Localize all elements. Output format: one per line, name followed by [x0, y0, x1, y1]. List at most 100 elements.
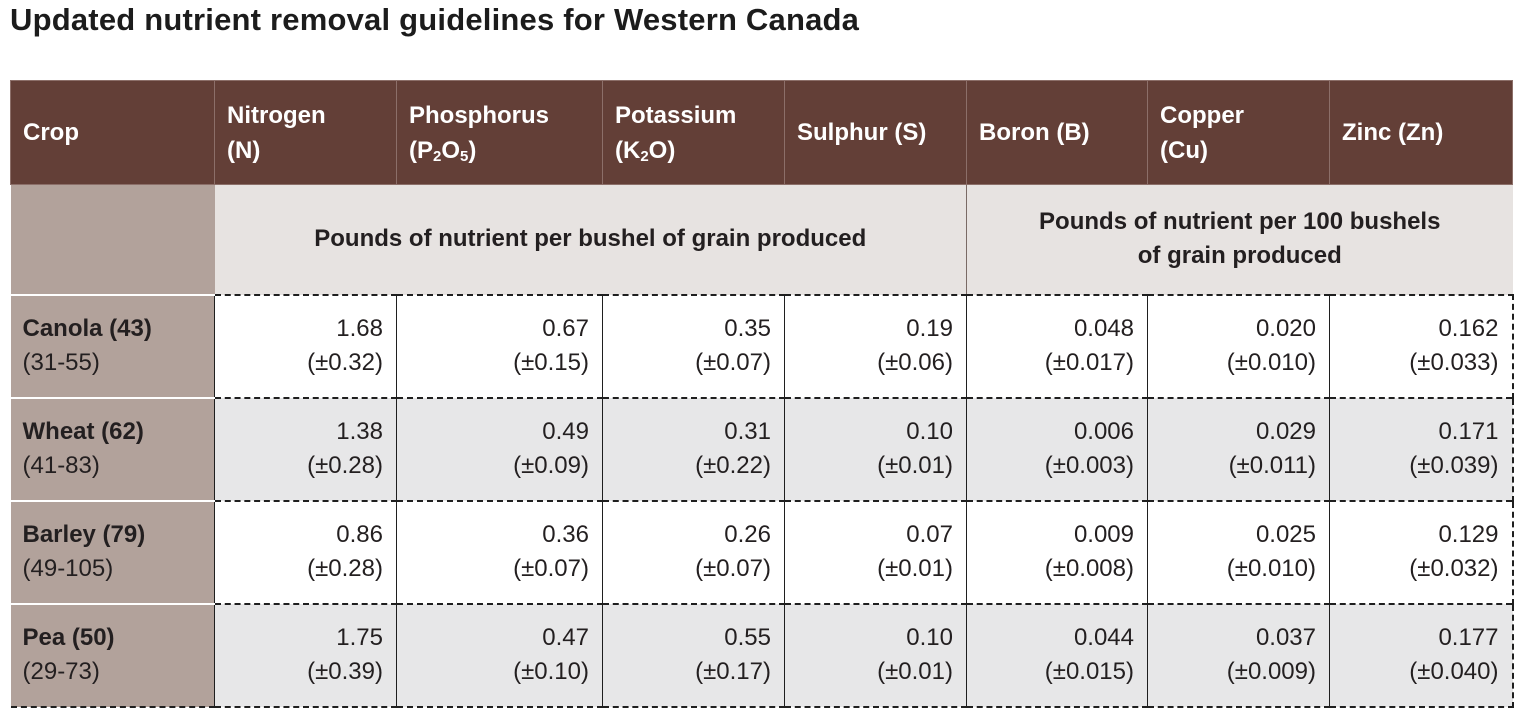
nutrient-error: (±0.22) — [695, 452, 771, 479]
nutrient-error: (±0.28) — [307, 452, 383, 479]
crop-yield-range: (41-83) — [22, 452, 100, 479]
header-nitrogen-line1: Nitrogen — [227, 101, 326, 129]
nutrient-value-cell: 0.037 (±0.009) — [1147, 602, 1330, 708]
nutrient-value-cell: 0.171 (±0.039) — [1329, 396, 1514, 501]
units-per-100-bushels: Pounds of nutrient per 100 bushels of gr… — [966, 184, 1513, 295]
nutrient-value-cell: 0.10 (±0.01) — [784, 602, 967, 708]
nutrient-value: 0.009 — [1073, 521, 1134, 548]
nutrient-error: (±0.033) — [1409, 349, 1499, 376]
nutrient-value-cell: 1.68 (±0.32) — [214, 293, 397, 398]
nutrient-error: (±0.010) — [1226, 555, 1316, 582]
table-row: Canola (43) (31-55) 1.68 (±0.32) 0.67 (±0.15)… — [10, 293, 1514, 398]
table-row: Barley (79) (49-105) 0.86 (±0.28) 0.36 (±0.07… — [10, 499, 1514, 604]
nutrient-value-cell: 0.67 (±0.15) — [396, 293, 603, 398]
nutrient-error: (±0.32) — [307, 349, 383, 376]
nutrient-error: (±0.01) — [877, 452, 953, 479]
nutrient-value: 0.171 — [1438, 418, 1499, 445]
nutrient-value: 0.67 — [542, 315, 589, 342]
nutrient-value-cell: 0.009 (±0.008) — [966, 499, 1148, 604]
header-boron: Boron (B) — [966, 80, 1148, 185]
crop-cell: Pea (50) (29-73) — [10, 602, 215, 708]
nutrient-value: 0.49 — [542, 418, 589, 445]
nutrient-error: (±0.011) — [1228, 452, 1316, 479]
crop-cell: Barley (79) (49-105) — [10, 499, 215, 604]
nutrient-value: 0.36 — [542, 521, 589, 548]
nutrient-error: (±0.040) — [1409, 658, 1499, 685]
header-copper-line2: (Cu) — [1160, 136, 1208, 164]
nutrient-error: (±0.003) — [1044, 452, 1134, 479]
nutrient-value-cell: 0.020 (±0.010) — [1147, 293, 1330, 398]
nutrient-removal-table: Crop Nitrogen (N) Phosphorus (P2O5) Pota… — [10, 80, 1514, 708]
crop-cell: Wheat (62) (41-83) — [10, 396, 215, 501]
nutrient-value-cell: 0.029 (±0.011) — [1147, 396, 1330, 501]
header-potassium-formula: (K2O) — [615, 136, 676, 165]
nutrient-value-cell: 0.49 (±0.09) — [396, 396, 603, 501]
nutrient-value: 0.10 — [906, 624, 953, 651]
nutrient-value: 0.26 — [724, 521, 771, 548]
crop-yield-range: (49-105) — [22, 555, 114, 582]
nutrient-value-cell: 0.86 (±0.28) — [214, 499, 397, 604]
header-phosphorus-line1: Phosphorus — [409, 101, 550, 129]
nutrient-value: 1.68 — [336, 315, 383, 342]
header-crop: Crop — [10, 80, 215, 185]
nutrient-error: (±0.015) — [1044, 658, 1134, 685]
nutrient-error: (±0.017) — [1044, 349, 1134, 376]
header-phosphorus: Phosphorus (P2O5) — [396, 80, 603, 185]
header-copper: Copper (Cu) — [1147, 80, 1330, 185]
nutrient-error: (±0.10) — [513, 658, 589, 685]
nutrient-value: 0.10 — [906, 418, 953, 445]
nutrient-value-cell: 0.177 (±0.040) — [1329, 602, 1514, 708]
crop-yield-range: (31-55) — [22, 349, 100, 376]
nutrient-value-cell: 0.129 (±0.032) — [1329, 499, 1514, 604]
nutrient-error: (±0.07) — [695, 555, 771, 582]
nutrient-value: 0.47 — [542, 624, 589, 651]
nutrient-value-cell: 0.044 (±0.015) — [966, 602, 1148, 708]
nutrient-value: 1.38 — [336, 418, 383, 445]
nutrient-value-cell: 0.048 (±0.017) — [966, 293, 1148, 398]
nutrient-value-cell: 0.10 (±0.01) — [784, 396, 967, 501]
nutrient-value-cell: 0.26 (±0.07) — [602, 499, 785, 604]
nutrient-error: (±0.009) — [1226, 658, 1316, 685]
header-nitrogen: Nitrogen (N) — [214, 80, 397, 185]
nutrient-error: (±0.15) — [513, 349, 589, 376]
nutrient-error: (±0.09) — [513, 452, 589, 479]
nutrient-value: 0.025 — [1255, 521, 1316, 548]
units-crop-blank — [10, 184, 215, 296]
nutrient-value: 0.55 — [724, 624, 771, 651]
nutrient-value: 0.048 — [1073, 315, 1134, 342]
nutrient-value-cell: 0.35 (±0.07) — [602, 293, 785, 398]
nutrient-error: (±0.07) — [513, 555, 589, 582]
table-row: Pea (50) (29-73) 1.75 (±0.39) 0.47 (±0.10) 0.5… — [10, 602, 1514, 708]
header-zinc: Zinc (Zn) — [1329, 80, 1513, 185]
nutrient-error: (±0.39) — [307, 658, 383, 685]
units-per-100-line2: of grain produced — [1137, 242, 1342, 270]
header-copper-line1: Copper — [1160, 101, 1244, 129]
nutrient-value-cell: 0.162 (±0.033) — [1329, 293, 1514, 398]
crop-name: Barley (79) — [22, 521, 146, 548]
header-nitrogen-line2: (N) — [227, 136, 261, 164]
header-phosphorus-formula: (P2O5) — [409, 136, 477, 165]
nutrient-value: 1.75 — [336, 624, 383, 651]
page-title: Updated nutrient removal guidelines for … — [10, 2, 860, 37]
crop-name: Pea (50) — [22, 624, 115, 651]
nutrient-value: 0.19 — [906, 315, 953, 342]
nutrient-value: 0.044 — [1073, 624, 1134, 651]
nutrient-error: (±0.032) — [1409, 555, 1499, 582]
nutrient-value: 0.177 — [1438, 624, 1499, 651]
crop-cell: Canola (43) (31-55) — [10, 293, 215, 398]
header-potassium-line1: Potassium — [615, 101, 737, 129]
nutrient-value: 0.129 — [1438, 521, 1499, 548]
table-row: Wheat (62) (41-83) 1.38 (±0.28) 0.49 (±0.09) 0… — [10, 396, 1514, 501]
nutrient-value-cell: 1.75 (±0.39) — [214, 602, 397, 708]
header-sulphur: Sulphur (S) — [784, 80, 967, 185]
nutrient-value-cell: 0.19 (±0.06) — [784, 293, 967, 398]
nutrient-error: (±0.010) — [1226, 349, 1316, 376]
nutrient-error: (±0.17) — [695, 658, 771, 685]
nutrient-error: (±0.07) — [695, 349, 771, 376]
crop-yield-range: (29-73) — [22, 658, 100, 685]
header-potassium: Potassium (K2O) — [602, 80, 785, 185]
nutrient-value-cell: 0.55 (±0.17) — [602, 602, 785, 708]
nutrient-error: (±0.039) — [1409, 452, 1499, 479]
nutrient-value: 0.037 — [1255, 624, 1316, 651]
nutrient-value: 0.35 — [724, 315, 771, 342]
